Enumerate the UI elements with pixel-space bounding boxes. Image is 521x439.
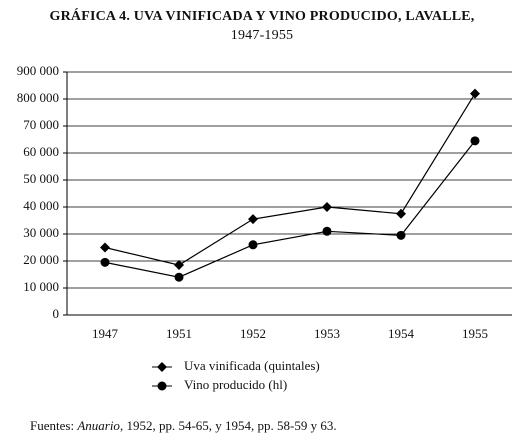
marker xyxy=(470,88,480,99)
marker xyxy=(248,240,258,250)
source-prefix: Fuentes: xyxy=(30,418,77,433)
x-tick-label: 1954 xyxy=(388,326,415,341)
marker xyxy=(248,214,258,225)
x-tick-label: 1952 xyxy=(240,326,266,341)
x-tick-label: 1953 xyxy=(314,326,340,341)
series-line xyxy=(104,93,476,266)
marker xyxy=(174,272,184,282)
source-italic: Anuario xyxy=(76,418,120,433)
marker xyxy=(100,257,110,267)
y-tick-label: 10 000 xyxy=(23,279,59,294)
chart-title: GRÁFICA 4. UVA VINIFICADA Y VINO PRODUCI… xyxy=(49,7,474,24)
x-tick-label: 1955 xyxy=(462,326,488,341)
marker xyxy=(470,136,480,146)
marker xyxy=(157,381,167,391)
y-tick-label: 800 000 xyxy=(17,90,59,105)
y-tick-label: 20 000 xyxy=(23,252,59,267)
y-tick-label: 40 000 xyxy=(23,198,59,213)
source-note: Fuentes: Anuario, 1952, pp. 54-65, y 195… xyxy=(30,418,337,433)
marker xyxy=(174,260,184,271)
source-suffix: , 1952, pp. 54-65, y 1954, pp. 58-59 y 6… xyxy=(120,418,337,433)
legend-label: Uva vinificada (quintales) xyxy=(184,358,320,373)
chart-title: 1947-1955 xyxy=(231,28,293,43)
y-tick-label: 30 000 xyxy=(23,225,59,240)
y-tick-label: 900 000 xyxy=(17,63,59,78)
marker xyxy=(396,230,406,240)
y-tick-label: 60 000 xyxy=(23,144,59,159)
y-tick-label: 0 xyxy=(53,306,60,321)
x-tick-label: 1947 xyxy=(92,326,119,341)
marker xyxy=(100,242,110,253)
y-tick-label: 70 000 xyxy=(23,117,59,132)
marker xyxy=(157,362,167,372)
x-tick-label: 1951 xyxy=(166,326,192,341)
legend-label: Vino producido (hl) xyxy=(184,377,287,392)
y-tick-label: 50 000 xyxy=(23,171,59,186)
series-line xyxy=(104,140,476,278)
marker xyxy=(396,208,406,219)
marker xyxy=(322,226,332,236)
marker xyxy=(322,202,332,212)
